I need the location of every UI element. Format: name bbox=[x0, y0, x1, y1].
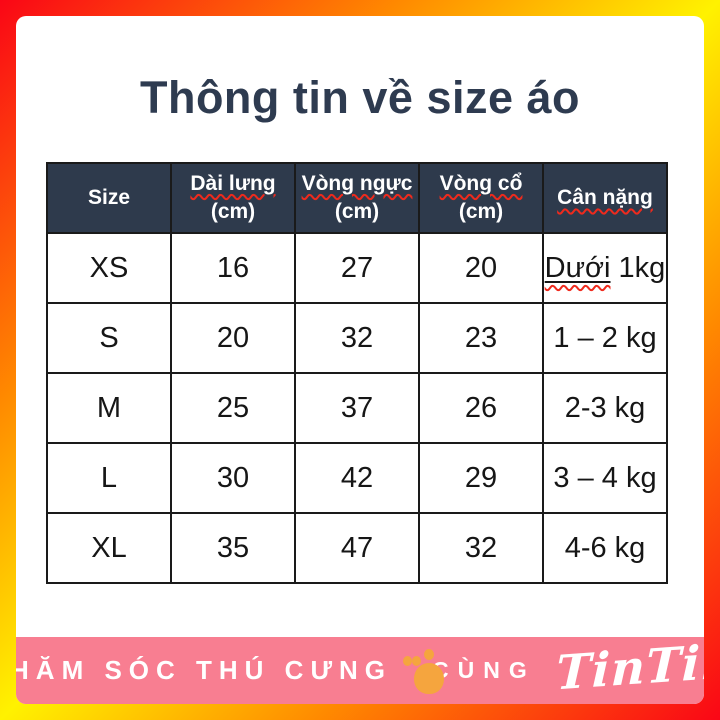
vong-co-cell: 23 bbox=[418, 302, 544, 374]
header-can-nang: Cân nặng bbox=[542, 162, 668, 234]
weight-cell: 4-6 kg bbox=[542, 512, 668, 584]
dai-lung-cell: 35 bbox=[170, 512, 296, 584]
size-table: Size Dài lưng (cm) Vòng ngực (cm) Vòng cổ(… bbox=[46, 162, 668, 584]
header-size: Size bbox=[46, 162, 172, 234]
table-row: L 30 42 29 3 – 4 kg bbox=[46, 442, 668, 514]
size-cell: M bbox=[46, 372, 172, 444]
vong-nguc-cell: 27 bbox=[294, 232, 420, 304]
vong-nguc-cell: 42 bbox=[294, 442, 420, 514]
table-row: XS 16 27 20 Dưới 1kg bbox=[46, 232, 668, 304]
weight-cell: 1 – 2 kg bbox=[542, 302, 668, 374]
page-title: Thông tin về size áo bbox=[139, 72, 581, 123]
weight-cell: 2-3 kg bbox=[542, 372, 668, 444]
table-row: XL 35 47 32 4-6 kg bbox=[46, 512, 668, 584]
table-row: M 25 37 26 2-3 kg bbox=[46, 372, 668, 444]
vong-nguc-cell: 47 bbox=[294, 512, 420, 584]
dai-lung-cell: 20 bbox=[170, 302, 296, 374]
table-header-row: Size Dài lưng (cm) Vòng ngực (cm) Vòng cổ(… bbox=[46, 162, 668, 234]
vong-co-cell: 20 bbox=[418, 232, 544, 304]
size-cell: L bbox=[46, 442, 172, 514]
weight-cell: Dưới 1kg bbox=[542, 232, 668, 304]
header-vong-nguc: Vòng ngực (cm) bbox=[294, 162, 420, 234]
size-cell: XS bbox=[46, 232, 172, 304]
content-panel: Thông tin về size áo Size Dài lưng (cm) V… bbox=[16, 16, 704, 704]
dai-lung-cell: 16 bbox=[170, 232, 296, 304]
tintin-logo: TinTin bbox=[555, 633, 704, 702]
header-dai-lung: Dài lưng (cm) bbox=[170, 162, 296, 234]
footer-banner: CHĂM SÓC THÚ CƯNG CÙNG TinTin bbox=[16, 633, 704, 704]
vong-co-cell: 29 bbox=[418, 442, 544, 514]
vong-co-cell: 32 bbox=[418, 512, 544, 584]
vong-nguc-cell: 37 bbox=[294, 372, 420, 444]
table-row: S 20 32 23 1 – 2 kg bbox=[46, 302, 668, 374]
footer-slogan: CHĂM SÓC THÚ CƯNG bbox=[16, 655, 393, 685]
size-cell: XL bbox=[46, 512, 172, 584]
size-cell: S bbox=[46, 302, 172, 374]
dai-lung-cell: 30 bbox=[170, 442, 296, 514]
weight-cell: 3 – 4 kg bbox=[542, 442, 668, 514]
header-vong-co: Vòng cổ (cm) bbox=[418, 162, 544, 234]
dai-lung-cell: 25 bbox=[170, 372, 296, 444]
vong-co-cell: 26 bbox=[418, 372, 544, 444]
vong-nguc-cell: 32 bbox=[294, 302, 420, 374]
footer-connector: CÙNG bbox=[432, 657, 536, 683]
